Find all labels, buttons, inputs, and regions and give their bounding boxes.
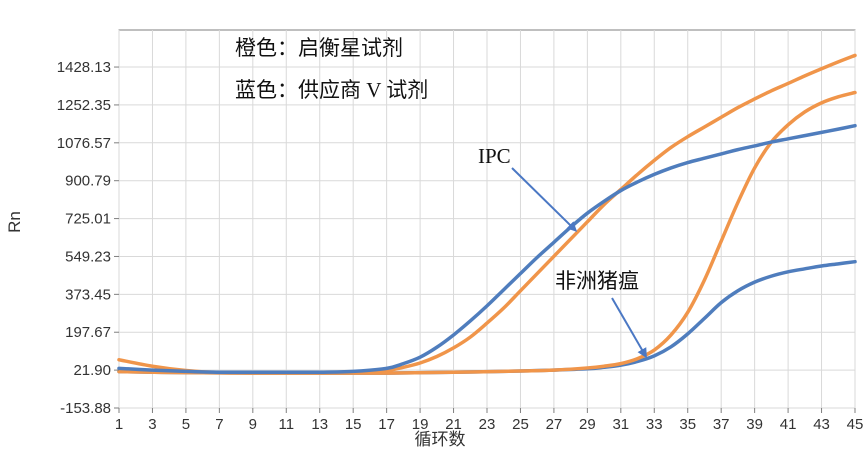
- annotation-label: 非洲猪瘟: [555, 269, 639, 293]
- y-tick-label: 197.67: [65, 324, 111, 341]
- x-tick-label: 15: [345, 416, 362, 433]
- x-tick-label: 43: [813, 416, 830, 433]
- y-tick-label: 21.90: [73, 362, 111, 379]
- y-tick-label: 1428.13: [57, 59, 111, 76]
- x-tick-label: 3: [148, 416, 156, 433]
- x-tick-label: 41: [780, 416, 797, 433]
- y-tick-label: 1252.35: [57, 97, 111, 114]
- x-tick-label: 7: [215, 416, 223, 433]
- annotation-arrow: [611, 297, 647, 359]
- y-tick-label: -153.88: [60, 400, 111, 417]
- x-tick-label: 9: [249, 416, 257, 433]
- x-tick-label: 39: [746, 416, 763, 433]
- y-tick-label: 373.45: [65, 286, 111, 303]
- x-tick-label: 21: [445, 416, 462, 433]
- x-tick-label: 29: [579, 416, 596, 433]
- x-tick-label: 11: [278, 416, 294, 433]
- x-tick-label: 31: [612, 416, 629, 433]
- y-axis-title: Rn: [5, 211, 24, 233]
- annotation-arrow: [511, 167, 578, 232]
- x-axis-title: 循环数: [415, 430, 466, 449]
- legend-line-blue: 蓝色：供应商 V 试剂: [235, 78, 428, 102]
- annotation-layer: IPC 非洲猪瘟: [478, 144, 647, 359]
- x-tick-label: 5: [182, 416, 190, 433]
- y-tick-label: 725.01: [65, 211, 111, 228]
- x-tick-label: 33: [646, 416, 663, 433]
- x-tick-label: 37: [713, 416, 730, 433]
- annotation-label: IPC: [478, 144, 511, 168]
- tick-layer: 1 3 5 7 9 11 13 15 17 19 21 23 25 27 29 31 33 35 37 39 41 43 4…: [57, 59, 864, 433]
- x-tick-label: 45: [847, 416, 864, 433]
- y-tick-label: 900.79: [65, 173, 111, 190]
- x-tick-label: 13: [311, 416, 328, 433]
- x-tick-label: 27: [546, 416, 563, 433]
- x-tick-label: 23: [479, 416, 496, 433]
- x-tick-label: 25: [512, 416, 529, 433]
- y-tick-label: 1076.57: [57, 135, 111, 152]
- x-tick-label: 17: [378, 416, 395, 433]
- x-tick-label: 35: [679, 416, 696, 433]
- legend-line-orange: 橙色：启衡星试剂: [235, 36, 403, 60]
- series-line-blue-1: [117, 123, 857, 375]
- series-layer: [117, 53, 857, 375]
- y-tick-label: 549.23: [65, 248, 111, 265]
- x-tick-label: 1: [115, 416, 123, 433]
- x-tick-label: 19: [412, 416, 429, 433]
